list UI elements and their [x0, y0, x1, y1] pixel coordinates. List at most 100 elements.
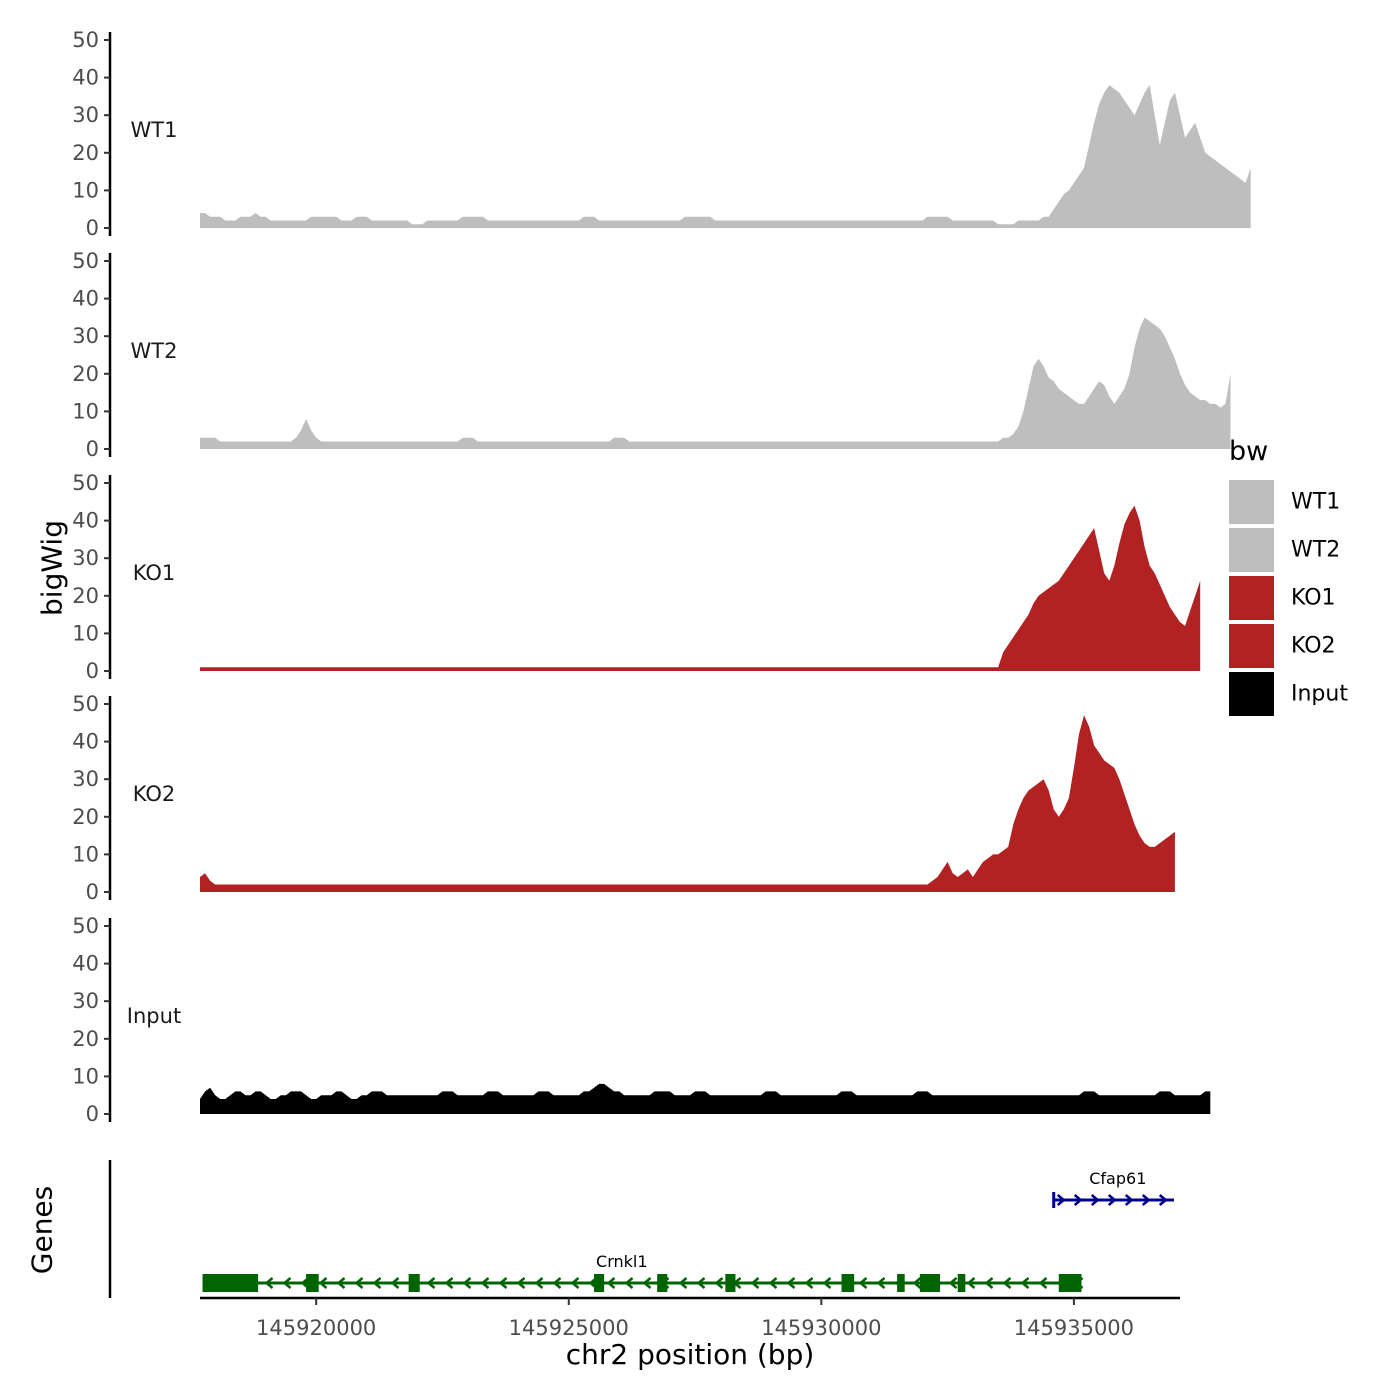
legend-title: bw: [1229, 436, 1268, 467]
y-tick-label: 0: [86, 659, 99, 683]
gene-cfap61: Cfap61: [1052, 1169, 1174, 1208]
strand-chevron: [552, 1277, 562, 1289]
strand-chevron: [480, 1277, 490, 1289]
strand-chevron: [966, 1277, 976, 1289]
y-tick-label: 50: [72, 471, 99, 495]
strand-chevron: [606, 1277, 616, 1289]
legend-key-wt1: [1229, 480, 1274, 524]
track-label: KO2: [133, 782, 176, 806]
legend: bw WT1 WT2 KO1 KO2 Input: [1229, 436, 1348, 716]
track-wt2: 0 10 20 30 40 50 WT2: [72, 249, 1231, 461]
y-tick-label: 20: [72, 1027, 99, 1051]
y-tick-label: 20: [72, 584, 99, 608]
strand-chevron: [516, 1277, 526, 1289]
strand-chevron: [354, 1277, 364, 1289]
legend-key-ko2: [1229, 624, 1274, 668]
strand-chevron: [714, 1277, 724, 1289]
strand-chevron: [804, 1277, 814, 1289]
strand-chevron: [1090, 1194, 1100, 1206]
legend-key-wt2: [1229, 528, 1274, 572]
track-wt1: 0 10 20 30 40 50 WT1: [72, 28, 1251, 240]
x-tick-label: 145920000: [256, 1316, 376, 1340]
y-tick-label: 10: [72, 399, 99, 423]
strand-chevron: [1107, 1194, 1117, 1206]
track-ko1: 0 10 20 30 40 50 KO1: [72, 471, 1201, 683]
strand-chevron: [318, 1277, 328, 1289]
legend-label-input: Input: [1291, 682, 1348, 707]
track-label: WT1: [131, 118, 178, 142]
y-tick-label: 10: [72, 178, 99, 202]
x-axis-title: chr2 position (bp): [566, 1338, 815, 1371]
strand-chevron: [336, 1277, 346, 1289]
strand-chevron: [984, 1277, 994, 1289]
track-label: KO1: [133, 561, 176, 585]
y-tick-label: 40: [72, 66, 99, 90]
y-tick-label: 40: [72, 287, 99, 311]
exon: [957, 1274, 966, 1292]
legend-label-ko1: KO1: [1291, 586, 1336, 611]
area-ko2: [200, 715, 1175, 892]
strand-chevron: [876, 1277, 886, 1289]
strand-chevron: [750, 1277, 760, 1289]
strand-chevron: [264, 1277, 274, 1289]
y-tick-label: 0: [86, 880, 99, 904]
y-tick-label: 40: [72, 509, 99, 533]
legend-label-wt2: WT2: [1291, 538, 1340, 563]
strand-chevron: [768, 1277, 778, 1289]
exon: [919, 1274, 941, 1292]
y-tick-label: 10: [72, 842, 99, 866]
y-tick-label: 40: [72, 952, 99, 976]
strand-chevron: [390, 1277, 400, 1289]
strand-chevron: [1002, 1277, 1012, 1289]
area-wt1: [200, 85, 1251, 228]
exon: [1058, 1274, 1082, 1292]
y-tick-label: 50: [72, 249, 99, 273]
exon: [657, 1274, 668, 1292]
y-tick-label: 0: [86, 437, 99, 461]
y-tick-label: 30: [72, 103, 99, 127]
y-tick-label: 20: [72, 141, 99, 165]
exon: [841, 1274, 855, 1292]
y-axis-title: bigWig: [36, 520, 69, 616]
strand-chevron: [498, 1277, 508, 1289]
exon: [202, 1274, 259, 1292]
area-ko1: [200, 505, 1201, 671]
track-input: 0 10 20 30 40 50 Input: [72, 914, 1211, 1126]
strand-chevron: [1073, 1194, 1083, 1206]
x-tick-label: 145935000: [1014, 1316, 1134, 1340]
strand-chevron: [1124, 1194, 1134, 1206]
y-tick-label: 30: [72, 324, 99, 348]
strand-chevron: [786, 1277, 796, 1289]
x-tick-label: 145925000: [509, 1316, 629, 1340]
y-tick-label: 30: [72, 989, 99, 1013]
strand-chevron: [426, 1277, 436, 1289]
strand-chevron: [1056, 1194, 1066, 1206]
area-input: [200, 1083, 1211, 1114]
y-tick-label: 10: [72, 621, 99, 645]
x-axis: 145920000 145925000 145930000 145935000: [200, 1296, 1180, 1340]
y-tick-label: 20: [72, 805, 99, 829]
exon: [725, 1274, 736, 1292]
strand-chevron: [912, 1277, 922, 1289]
strand-chevron: [696, 1277, 706, 1289]
strand-chevron: [1020, 1277, 1030, 1289]
strand-chevron: [1141, 1194, 1151, 1206]
strand-chevron: [1158, 1194, 1168, 1206]
strand-chevron: [534, 1277, 544, 1289]
track-label: Input: [127, 1004, 181, 1028]
exon: [306, 1274, 319, 1292]
gene-crnkl1: Crnkl1: [202, 1252, 1084, 1292]
legend-key-ko1: [1229, 576, 1274, 620]
gene-label: Crnkl1: [596, 1252, 648, 1271]
strand-chevron: [1038, 1277, 1048, 1289]
y-tick-label: 50: [72, 692, 99, 716]
track-ko2: 0 10 20 30 40 50 KO2: [72, 692, 1175, 904]
y-tick-label: 50: [72, 28, 99, 52]
strand-chevron: [948, 1277, 958, 1289]
y-tick-label: 30: [72, 546, 99, 570]
legend-label-ko2: KO2: [1291, 634, 1336, 659]
genes-axis-title: Genes: [26, 1186, 59, 1274]
legend-label-wt1: WT1: [1291, 490, 1340, 515]
y-tick-label: 30: [72, 767, 99, 791]
